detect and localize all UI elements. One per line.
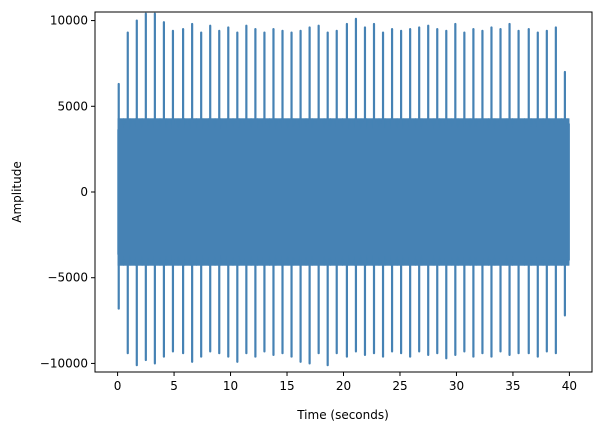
y-tick-label: −10000 <box>40 356 88 370</box>
x-tick-label: 30 <box>449 379 464 393</box>
x-tick-label: 0 <box>114 379 122 393</box>
x-tick-label: 10 <box>223 379 238 393</box>
plot-area <box>117 12 570 367</box>
y-axis: −10000 −5000 0 5000 10000 <box>40 14 95 370</box>
x-tick-label: 20 <box>336 379 351 393</box>
y-axis-label: Amplitude <box>10 161 24 223</box>
x-tick-label: 15 <box>279 379 294 393</box>
y-tick-label: 5000 <box>57 99 88 113</box>
x-tick-label: 5 <box>170 379 178 393</box>
y-tick-label: 10000 <box>50 14 88 28</box>
y-tick-label: 0 <box>80 185 88 199</box>
x-tick-label: 40 <box>562 379 577 393</box>
x-tick-label: 35 <box>505 379 520 393</box>
x-axis: 0 5 10 15 20 25 30 35 40 <box>114 372 577 393</box>
waveform-oscillation <box>117 118 570 266</box>
x-axis-label: Time (seconds) <box>296 408 389 422</box>
x-tick-label: 25 <box>392 379 407 393</box>
series-line <box>117 12 570 367</box>
y-tick-label: −5000 <box>47 271 88 285</box>
